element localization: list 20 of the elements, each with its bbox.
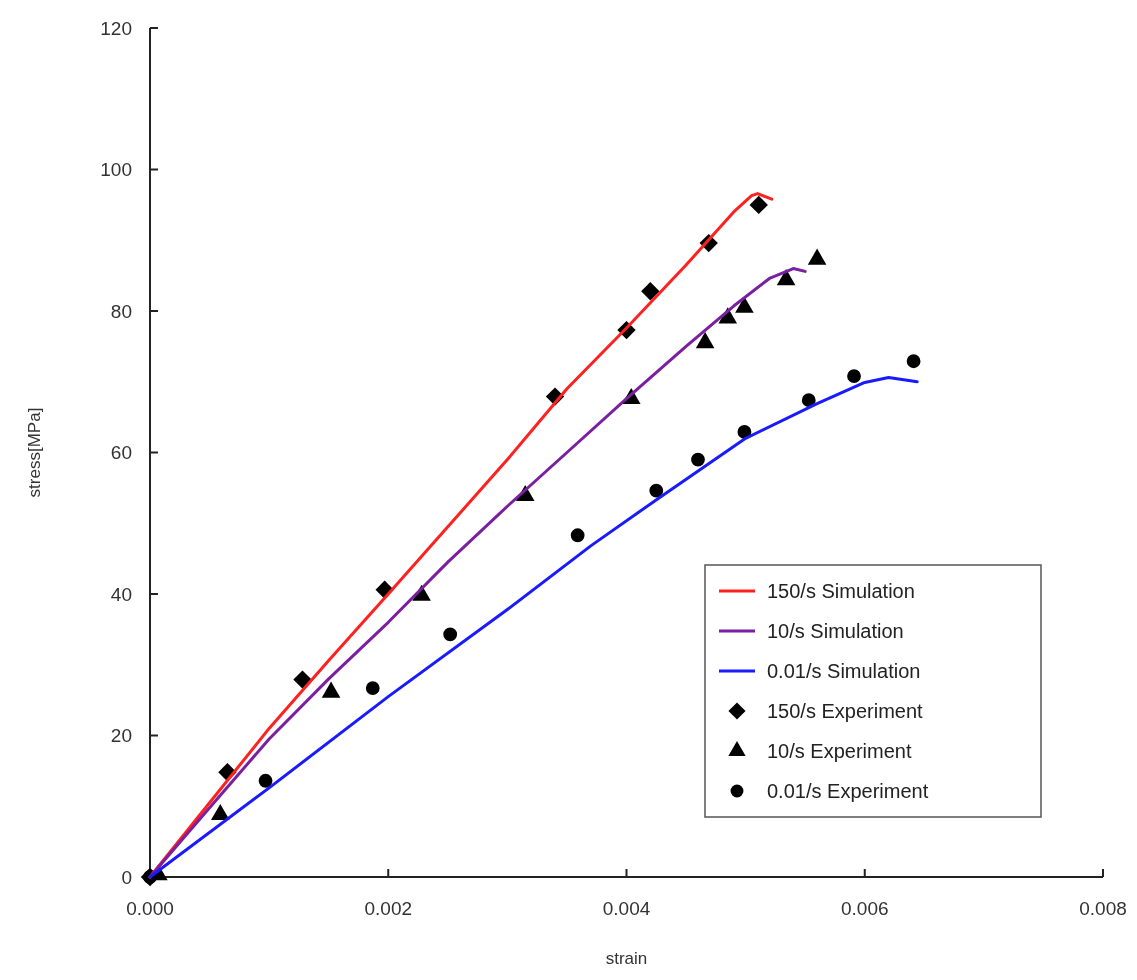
y-tick-label: 60 [110,442,132,464]
x-axis-title: strain [605,949,648,968]
legend-label: 0.01/s Simulation [767,660,921,682]
legend-label: 150/s Experiment [767,700,924,722]
x-tick-label: 0.000 [126,898,174,919]
legend-label: 150/s Simulation [767,580,915,602]
y-tick-label: 120 [100,17,132,39]
y-tick-label: 100 [100,159,132,181]
x-tick-label: 0.004 [602,898,651,919]
y-tick-label: 0 [121,866,132,888]
y-tick-label: 20 [110,725,132,747]
legend-label: 10/s Experiment [767,740,912,762]
legend-label: 0.01/s Experiment [767,780,929,802]
x-tick-label: 0.008 [1079,898,1127,919]
x-tick-label: 0.006 [840,898,889,919]
legend-label: 10/s Simulation [767,620,904,642]
y-tick-label: 40 [110,583,132,605]
y-tick-label: 80 [110,300,132,322]
x-tick-label: 0.002 [364,898,413,919]
y-axis-title: stress[MPa] [25,407,44,498]
